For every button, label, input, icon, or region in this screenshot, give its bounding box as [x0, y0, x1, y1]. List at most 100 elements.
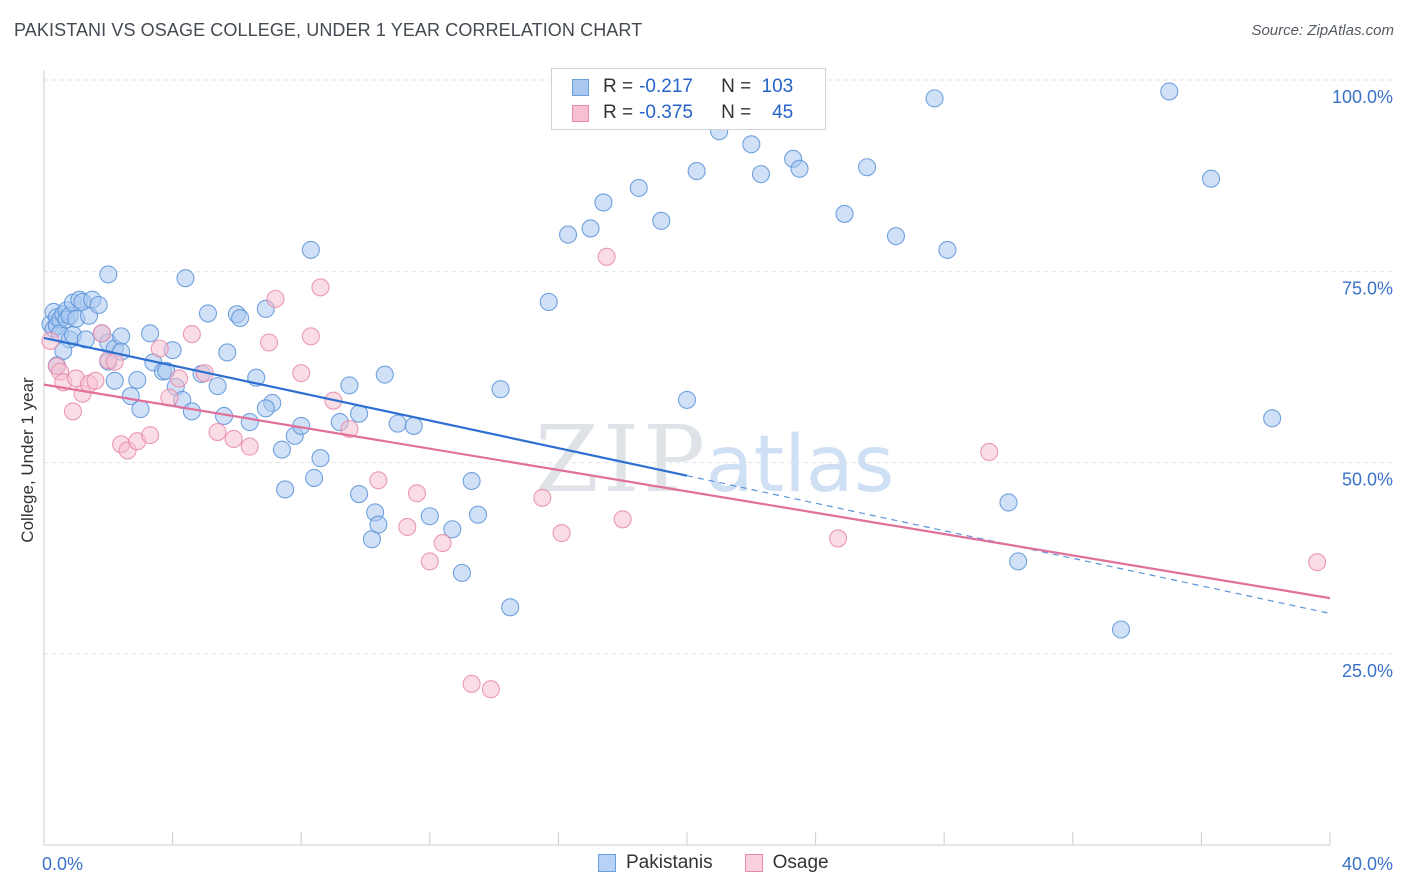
osage-point	[292, 364, 311, 383]
pakistanis-point	[89, 295, 108, 315]
pakistanis-point	[558, 225, 578, 244]
osage-point	[1308, 553, 1327, 572]
legend-item-osage[interactable]: Osage	[744, 852, 829, 874]
watermark-zip: ZIP	[535, 406, 709, 513]
legend-n-label: N =	[721, 76, 752, 97]
pakistanis-point	[404, 416, 423, 435]
y-tick-label: 100.0%	[1332, 87, 1393, 107]
pakistanis-point	[443, 520, 462, 539]
legend-n-value: 45	[772, 102, 794, 123]
pakistanis-point	[276, 480, 295, 499]
pakistanis-point	[1160, 82, 1179, 101]
legend-swatch-pakistanis	[572, 78, 589, 96]
pakistanis-point	[311, 449, 330, 468]
osage-point	[613, 510, 632, 529]
osage-point	[398, 517, 417, 537]
legend-item-pakistanis[interactable]: Pakistanis	[598, 852, 713, 874]
legend-r-label: R =	[603, 102, 634, 123]
osage-point	[169, 369, 189, 388]
pakistanis-point	[208, 377, 227, 396]
osage-point	[340, 419, 359, 439]
y-axis-label: College, Under 1 year	[18, 377, 37, 543]
pakistanis-point	[131, 400, 150, 419]
osage-trend-line	[43, 383, 1331, 600]
legend-row-pakistanis: R = -0.217 N = 103	[572, 74, 793, 100]
pakistanis-point	[539, 292, 558, 311]
legend-label-osage: Osage	[772, 852, 829, 873]
pakistanis-point	[462, 471, 481, 491]
watermark-atlas: atlas	[706, 420, 895, 510]
y-tick-label: 50.0%	[1342, 470, 1393, 490]
pakistanis-point	[240, 413, 259, 432]
osage-point	[208, 423, 227, 442]
pakistanis-point	[305, 468, 324, 488]
legend-swatch-osage	[572, 104, 589, 122]
osage-point	[597, 247, 616, 266]
osage-point	[105, 352, 124, 371]
osage-point	[259, 333, 279, 352]
pakistanis-point	[272, 440, 291, 459]
osage-point	[433, 533, 452, 553]
pakistanis-point	[350, 484, 369, 504]
osage-point	[980, 442, 999, 462]
osage-point	[462, 674, 481, 693]
chart-title: PAKISTANI VS OSAGE COLLEGE, UNDER 1 YEAR…	[14, 20, 643, 40]
osage-point	[407, 484, 426, 503]
pakistanis-point	[340, 376, 359, 395]
osage-point	[182, 325, 201, 344]
pakistanis-trend-line	[43, 336, 688, 477]
pakistanis-point	[581, 219, 600, 238]
trend-lines	[43, 336, 1331, 615]
osage-point	[86, 371, 105, 390]
pakistanis-point	[491, 380, 510, 399]
osage-point	[420, 552, 439, 571]
pakistanis-point	[999, 493, 1018, 512]
series-legend: Pakistanis Osage	[598, 852, 861, 874]
osage-point	[829, 529, 848, 548]
pakistanis-point	[629, 178, 648, 197]
pakistanis-point	[687, 162, 706, 181]
legend-label-pakistanis: Pakistanis	[626, 852, 713, 873]
pakistanis-point	[925, 89, 944, 108]
pakistanis-point	[835, 204, 854, 223]
pakistanis-point	[388, 414, 407, 433]
legend-r-value: -0.375	[639, 102, 693, 123]
pakistanis-point	[99, 265, 118, 284]
pakistanis-point	[105, 371, 124, 390]
pakistanis-point	[652, 211, 671, 230]
pakistanis-point	[112, 327, 131, 346]
pakistanis-point	[375, 365, 394, 384]
axes	[43, 70, 1331, 846]
x-tick-label: 40.0%	[1342, 854, 1393, 874]
pakistanis-point	[420, 507, 439, 526]
pakistanis-point	[231, 308, 250, 328]
pakistanis-point	[1263, 409, 1282, 428]
pakistanis-point	[938, 240, 957, 259]
osage-point	[150, 339, 169, 358]
pakistanis-point	[751, 165, 770, 184]
legend-r-value: -0.217	[639, 76, 693, 97]
pakistanis-point	[256, 399, 275, 418]
osage-point	[240, 437, 259, 456]
pakistanis-point	[198, 304, 218, 323]
grid-lines	[44, 79, 1395, 655]
pakistanis-point	[857, 158, 877, 177]
pakistanis-point	[176, 269, 195, 288]
pakistanis-point	[742, 135, 761, 154]
pakistanis-point	[369, 515, 388, 534]
osage-point	[481, 680, 500, 699]
osage-point	[552, 524, 571, 543]
data-points	[41, 82, 1327, 699]
pakistanis-point	[141, 324, 160, 343]
pakistanis-point	[218, 343, 237, 362]
osage-point	[141, 426, 160, 445]
pakistanis-point	[1009, 552, 1028, 571]
pakistanis-point	[501, 598, 520, 617]
y-tick-label: 75.0%	[1342, 278, 1393, 298]
pakistanis-point	[128, 370, 147, 390]
osage-point	[92, 324, 111, 343]
y-tick-label: 25.0%	[1342, 661, 1393, 681]
x-tick-label: 0.0%	[42, 854, 83, 874]
legend-r-label: R =	[603, 76, 634, 97]
